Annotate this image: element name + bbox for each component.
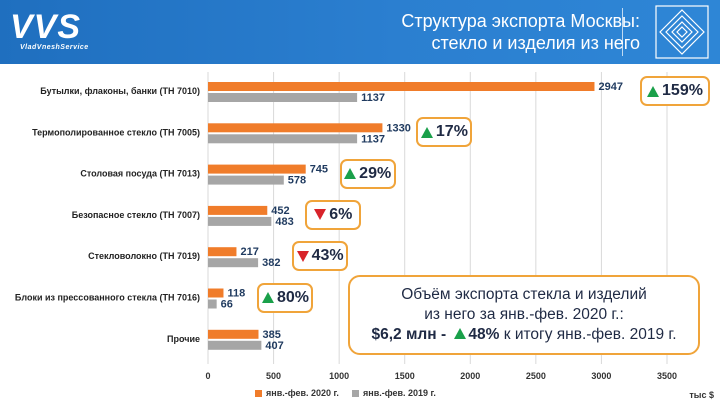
legend-label-2020: янв.-фев. 2020 г. [266, 388, 339, 398]
x-tick-label: 0 [205, 371, 210, 381]
legend-item-2019: янв.-фев. 2019 г. [352, 388, 436, 398]
data-label-2020: 118 [227, 288, 245, 300]
up-arrow-icon [344, 168, 357, 180]
bar-2019 [208, 175, 284, 185]
x-tick-label: 2000 [460, 371, 480, 381]
bar-2020 [208, 164, 306, 174]
bar-2019 [208, 216, 272, 226]
data-label-2019: 1137 [361, 133, 385, 145]
bar-2020 [208, 288, 224, 298]
slide-title-line1: Структура экспорта Москвы: [401, 11, 640, 31]
slide-title-line2: стекло и изделия из него [431, 33, 640, 53]
category-label: Стекловолокно (ТН 7019) [88, 251, 200, 261]
data-label-2019: 407 [265, 340, 283, 352]
x-tick-label: 3000 [591, 371, 611, 381]
data-label-2019: 66 [221, 299, 233, 311]
change-percent: 29% [359, 164, 392, 182]
data-label-2020: 1330 [386, 122, 410, 134]
data-label-2019: 382 [262, 257, 280, 269]
category-label: Бутылки, флаконы, банки (ТН 7010) [40, 86, 200, 96]
change-percent: 80% [276, 288, 309, 306]
category-label: Столовая посуда (ТН 7013) [80, 169, 200, 179]
data-label-2020: 217 [240, 246, 258, 258]
summary-value: $6,2 млн - [371, 326, 447, 343]
x-tick-label: 1000 [329, 371, 349, 381]
change-badge: 80% [257, 282, 314, 313]
header-divider [622, 8, 623, 56]
bar-2020 [208, 123, 383, 133]
data-label-2020: 2947 [598, 81, 622, 93]
summary-line1: Объём экспорта стекла и изделий [401, 286, 647, 303]
bar-2019 [208, 93, 358, 102]
summary-percent: 48% [468, 326, 500, 343]
summary-box: Объём экспорта стекла и изделий из него … [348, 275, 700, 355]
x-tick-label: 500 [266, 371, 281, 381]
bar-chart: Бутылки, флаконы, банки (ТН 7010) Термопо… [15, 72, 677, 381]
company-logo-subtitle: VladVneshService [20, 44, 89, 51]
category-label: Блоки из прессованного стекла (ТН 7016) [15, 293, 200, 303]
slide-title: Структура экспорта Москвы: стекло и изде… [320, 10, 640, 54]
down-arrow-icon [314, 209, 327, 221]
summary-line2: из него за янв.-фев. 2020 г.: [424, 306, 624, 323]
change-percent: 159% [662, 82, 703, 99]
up-arrow-icon [420, 126, 433, 138]
data-label-2020: 452 [271, 205, 289, 217]
bar-2020 [208, 247, 237, 257]
down-arrow-icon [296, 250, 309, 262]
bar-2020 [208, 329, 259, 339]
diamond-emblem-icon [655, 5, 709, 59]
bar-2019 [208, 340, 262, 350]
bar-2020 [208, 82, 595, 91]
data-label-2019: 483 [275, 216, 293, 228]
legend-swatch-2019 [352, 389, 359, 397]
bar-2020 [208, 205, 268, 215]
company-logo: VVS [10, 8, 82, 46]
change-percent: 17% [435, 123, 468, 141]
change-badge: 6% [305, 199, 362, 230]
legend-label-2019: янв.-фев. 2019 г. [363, 388, 436, 398]
summary-comparison: к итогу янв.-фев. 2019 г. [503, 326, 677, 343]
x-tick-label: 1500 [395, 371, 415, 381]
legend-swatch-2020 [255, 389, 262, 397]
data-label-2020: 385 [262, 329, 280, 341]
up-arrow-icon [261, 292, 274, 303]
bar-2019 [208, 299, 217, 309]
legend-item-2020: янв.-фев. 2020 г. [255, 388, 339, 398]
x-tick-label: 2500 [526, 371, 546, 381]
category-label: Термополированное стекло (ТН 7005) [32, 127, 200, 137]
summary-line3: $6,2 млн - 48% к итогу янв.-фев. 2019 г. [350, 325, 698, 345]
data-label-2019: 578 [288, 175, 306, 187]
change-badge: 43% [292, 241, 349, 272]
change-badge: 29% [339, 158, 396, 189]
bar-2019 [208, 258, 259, 268]
data-label-2019: 1137 [361, 92, 385, 104]
axis-unit-label: тыс $ [689, 390, 714, 400]
change-badge: 159% [640, 76, 710, 106]
up-arrow-icon [454, 328, 467, 339]
category-label: Прочие [167, 334, 200, 344]
bar-2019 [208, 134, 358, 144]
header-banner: VVS VladVneshService Структура экспорта … [0, 0, 720, 64]
change-percent: 43% [311, 247, 344, 265]
category-label: Безопасное стекло (ТН 7007) [72, 210, 200, 220]
up-arrow-icon [647, 85, 660, 97]
change-percent: 6% [329, 205, 353, 223]
x-tick-label: 3500 [657, 371, 677, 381]
change-badge: 17% [416, 117, 473, 148]
data-label-2020: 745 [310, 164, 328, 176]
